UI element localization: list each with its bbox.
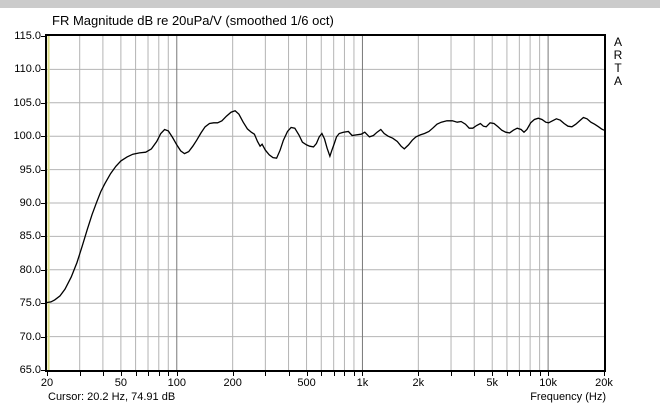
- y-tick-label: 115.0: [14, 30, 41, 42]
- cursor-readout: Cursor: 20.2 Hz, 74.91 dB: [48, 391, 176, 403]
- y-tick-label: 100.0: [13, 130, 41, 143]
- x-tick-mark: [265, 372, 267, 376]
- x-tick-mark: [47, 372, 48, 376]
- y-tick-mark: [41, 303, 45, 305]
- fr-plot-svg: [47, 36, 604, 370]
- x-tick-mark: [102, 372, 104, 376]
- x-tick-label: 100: [167, 377, 186, 389]
- x-tick-mark: [362, 372, 364, 376]
- x-tick-mark: [604, 372, 605, 376]
- x-tick-label: 20k: [595, 377, 613, 389]
- x-tick-mark: [176, 372, 178, 376]
- y-tick-label: 65.0: [19, 364, 41, 376]
- plot-area[interactable]: [45, 34, 606, 372]
- x-tick-label: 500: [297, 377, 316, 389]
- y-tick-label: 75.0: [19, 297, 41, 310]
- x-tick-mark: [418, 372, 420, 376]
- y-tick-mark: [41, 36, 45, 37]
- x-tick-mark: [321, 372, 323, 376]
- x-tick-mark: [232, 372, 234, 376]
- x-tick-mark: [519, 372, 521, 376]
- arta-watermark-letter: A: [613, 74, 622, 88]
- arta-watermark-letter: A: [613, 35, 622, 49]
- y-tick-mark: [41, 169, 45, 171]
- x-tick-mark: [79, 372, 81, 376]
- y-tick-mark: [41, 102, 45, 104]
- x-tick-mark: [168, 372, 170, 376]
- x-tick-mark: [344, 372, 346, 376]
- chart-title: FR Magnitude dB re 20uPa/V (smoothed 1/6…: [52, 13, 334, 28]
- x-tick-mark: [288, 372, 290, 376]
- y-tick-label: 70.0: [19, 330, 41, 343]
- window-top-strip: [0, 0, 660, 8]
- x-tick-label: 5k: [486, 377, 499, 389]
- y-tick-label: 95.0: [19, 163, 41, 176]
- y-tick-mark: [41, 136, 45, 138]
- x-tick-mark: [506, 372, 508, 376]
- x-tick-label: 20: [40, 377, 54, 389]
- x-tick-label: 200: [223, 377, 242, 389]
- y-tick-mark: [41, 236, 45, 238]
- x-tick-mark: [306, 372, 308, 376]
- x-tick-mark: [148, 372, 149, 376]
- x-tick-mark: [492, 372, 494, 376]
- x-tick-mark: [539, 372, 541, 376]
- x-tick-mark: [158, 372, 160, 376]
- y-tick-mark: [41, 269, 45, 271]
- x-tick-mark: [474, 372, 476, 376]
- x-tick-mark: [120, 372, 122, 376]
- x-tick-label: 1k: [356, 377, 369, 389]
- x-tick-label: 10k: [539, 377, 557, 389]
- y-tick-mark: [41, 370, 45, 371]
- y-tick-mark: [41, 69, 45, 71]
- x-tick-mark: [333, 372, 335, 376]
- x-tick-mark: [548, 372, 550, 376]
- y-tick-label: 90.0: [19, 197, 41, 209]
- y-tick-label: 110.0: [14, 63, 41, 76]
- y-tick-label: 105.0: [13, 96, 41, 109]
- x-tick-mark: [530, 372, 532, 376]
- y-tick-label: 80.0: [19, 263, 41, 276]
- frequency-axis-label: Frequency (Hz): [530, 391, 606, 403]
- y-tick-mark: [41, 203, 45, 204]
- x-tick-mark: [451, 372, 453, 376]
- x-tick-label: 50: [114, 377, 127, 389]
- fr-magnitude-curve: [47, 110, 604, 304]
- y-tick-label: 85.0: [19, 230, 41, 243]
- x-tick-label: 2k: [412, 377, 425, 389]
- y-tick-mark: [41, 336, 45, 338]
- arta-watermark-letter: R: [613, 48, 623, 62]
- x-tick-mark: [353, 372, 355, 376]
- arta-watermark-letter: T: [614, 61, 622, 75]
- x-tick-mark: [135, 372, 137, 376]
